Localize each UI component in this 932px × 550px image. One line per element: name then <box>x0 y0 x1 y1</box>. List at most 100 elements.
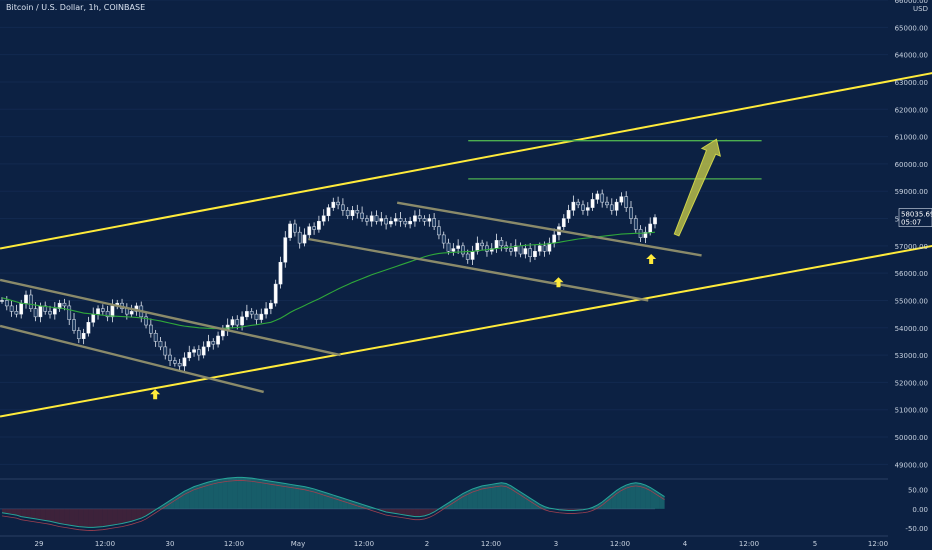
candle-body <box>129 311 134 315</box>
candle-body <box>4 300 9 307</box>
candle-body <box>542 245 547 252</box>
osc-area <box>126 508 132 523</box>
candle-body <box>648 223 653 233</box>
osc-area <box>251 478 257 509</box>
osc-area <box>203 482 209 509</box>
candle-body <box>326 207 331 217</box>
candle-body <box>643 231 648 238</box>
candle-body <box>379 218 384 222</box>
osc-area <box>309 487 315 509</box>
candle-body <box>293 223 297 233</box>
x-tick-label: 2 <box>425 540 429 548</box>
osc-area <box>237 477 243 509</box>
candle-body <box>96 308 100 315</box>
candle-body <box>470 251 475 260</box>
y-tick-label: 61000.00 <box>895 134 928 142</box>
candle-body <box>446 242 451 252</box>
osc-area <box>443 502 449 509</box>
osc-area <box>26 508 31 519</box>
x-tick-label: 12:00 <box>868 540 888 548</box>
candle-body <box>124 308 129 315</box>
candle-body <box>86 322 91 334</box>
x-tick-label: 12:00 <box>739 540 759 548</box>
target-arrow <box>673 138 722 237</box>
candle-body <box>317 220 321 230</box>
y-tick-label: 65000.00 <box>895 24 928 32</box>
candle-body <box>14 311 19 315</box>
candle-body <box>653 217 657 225</box>
osc-area <box>506 483 511 509</box>
osc-area <box>304 486 310 509</box>
osc-area <box>414 508 420 517</box>
osc-tick-label: 0.00 <box>912 506 928 514</box>
candle-body <box>28 294 33 309</box>
osc-area <box>400 508 406 516</box>
candle-body <box>216 335 220 345</box>
osc-area <box>117 508 123 525</box>
osc-area <box>462 491 468 509</box>
candle-body <box>585 207 590 211</box>
candle-body <box>81 332 86 339</box>
candle-body <box>480 242 484 247</box>
candle-body <box>168 354 172 361</box>
candle-body <box>144 316 148 326</box>
up-arrow-marker <box>150 389 161 400</box>
osc-area <box>299 485 305 509</box>
candle-body <box>417 215 422 219</box>
osc-area <box>611 490 617 509</box>
candle-body <box>33 308 38 318</box>
channel-upper-line <box>0 72 932 250</box>
price-axis: 49000.00 50000.00 51000.00 52000.00 53000.00… <box>895 0 932 469</box>
candle-body <box>499 240 504 247</box>
osc-area <box>333 495 339 509</box>
osc-area <box>390 508 396 514</box>
y-tick-label: 49000.00 <box>895 461 928 469</box>
candle-body <box>528 248 533 258</box>
osc-area <box>50 508 55 523</box>
y-tick-label: 51000.00 <box>895 407 928 415</box>
osc-area <box>194 485 199 509</box>
x-tick-label: 29 <box>35 540 44 548</box>
osc-area <box>40 508 46 521</box>
osc-area <box>198 483 204 509</box>
candle-body <box>355 210 360 214</box>
y-tick-label: 66000.00 <box>895 0 928 5</box>
candle-body <box>9 305 14 312</box>
osc-area <box>294 485 300 509</box>
candle-body <box>269 302 273 309</box>
candle-body <box>422 218 427 222</box>
candle-body <box>398 218 403 222</box>
osc-area <box>98 508 103 527</box>
osc-area <box>472 487 478 509</box>
osc-area <box>189 486 195 509</box>
candle-body <box>624 196 629 208</box>
candle-body <box>307 226 312 236</box>
candle-body <box>595 193 600 200</box>
candle-body <box>206 341 211 348</box>
osc-area <box>501 482 507 509</box>
candle-body <box>369 215 374 222</box>
x-tick-label: 5 <box>813 540 817 548</box>
candle-body <box>350 210 355 217</box>
osc-area <box>347 499 353 509</box>
candle-body <box>413 215 417 222</box>
candle-body <box>331 201 336 208</box>
osc-area <box>227 477 233 509</box>
candle-body <box>148 324 153 334</box>
y-tick-label: 53000.00 <box>895 352 928 360</box>
candle-body <box>48 311 52 315</box>
candle-body <box>288 223 292 238</box>
osc-area <box>30 508 36 519</box>
x-tick-label: 12:00 <box>354 540 374 548</box>
candle-body <box>67 305 72 320</box>
osc-area <box>482 485 487 509</box>
osc-area <box>122 508 127 524</box>
candle-body <box>52 308 57 315</box>
osc-area <box>213 479 219 509</box>
flag-line <box>0 278 341 357</box>
candle-body <box>552 234 557 244</box>
price-badge-value: 58035.69 <box>901 211 932 219</box>
candle-body <box>494 240 499 249</box>
